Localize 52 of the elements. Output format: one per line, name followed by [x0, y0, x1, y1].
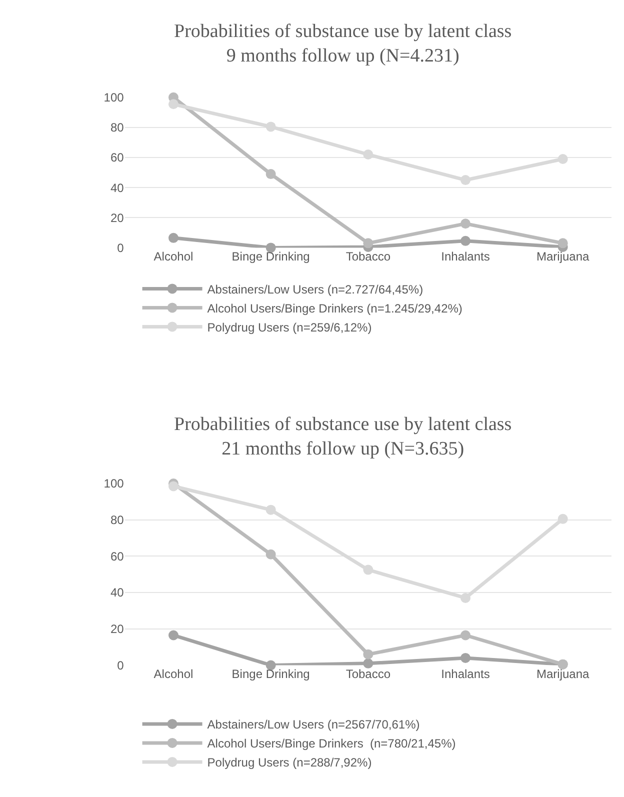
- x-tick-label: Marijuana: [536, 667, 590, 682]
- point: [266, 504, 276, 515]
- x-tick-label: Inhalants: [441, 250, 490, 264]
- y-tick-label: 40: [110, 586, 124, 600]
- legend-label: Polydrug Users (n=288/7,92%): [207, 756, 372, 770]
- y-tick-label: 0: [117, 658, 124, 672]
- y-tick-label: 80: [110, 120, 124, 135]
- x-tick-label: Binge Drinking: [232, 250, 310, 264]
- point: [266, 549, 276, 560]
- point: [460, 592, 470, 603]
- point: [266, 169, 276, 180]
- y-tick-label: 20: [110, 622, 124, 636]
- x-tick-label: Tobacco: [346, 667, 391, 682]
- point: [168, 99, 178, 110]
- y-tick-label: 80: [110, 513, 124, 528]
- y-tick-label: 60: [110, 549, 124, 564]
- point: [168, 481, 178, 492]
- point: [460, 218, 470, 229]
- point: [363, 150, 374, 160]
- point: [460, 236, 470, 246]
- point: [558, 238, 568, 248]
- y-tick-label: 100: [104, 90, 124, 105]
- legend-label: Abstainers/Low Users (n=2.727/64,45%): [207, 282, 424, 296]
- point: [168, 630, 178, 640]
- legend-label: Alcohol Users/Binge Drinkers (n=1.245/29,42%): [207, 301, 462, 316]
- x-tick-label: Marijuana: [536, 250, 590, 264]
- legend-label: Polydrug Users (n=259/6,12%): [207, 320, 372, 334]
- y-tick-label: 100: [104, 476, 124, 491]
- point: [363, 564, 374, 575]
- x-tick-label: Binge Drinking: [232, 667, 310, 682]
- chart-title: Probabilities of substance use by latent class 21 months follow up (N=3.635): [174, 414, 512, 460]
- x-tick-label: Inhalants: [441, 667, 490, 682]
- legend-label: Abstainers/Low Users (n=2567/70,61%): [207, 718, 420, 732]
- point: [460, 630, 470, 640]
- point: [168, 232, 178, 243]
- point: [363, 658, 374, 668]
- x-tick-label: Alcohol: [154, 250, 194, 264]
- point: [460, 652, 470, 663]
- y-tick-label: 60: [110, 150, 124, 165]
- y-tick-label: 20: [110, 210, 124, 225]
- point: [363, 649, 374, 660]
- x-tick-label: Alcohol: [154, 667, 194, 682]
- y-tick-label: 40: [110, 180, 124, 195]
- y-tick-label: 0: [117, 240, 124, 255]
- legend-label: Alcohol Users/Binge Drinkers (n=780/21,45%): [207, 736, 456, 751]
- point: [558, 154, 568, 164]
- point: [363, 238, 374, 248]
- chart-title: Probabilities of substance use by latent class 9 months follow up (N=4.231): [174, 21, 512, 67]
- point: [558, 514, 568, 524]
- point: [460, 175, 470, 186]
- point: [266, 122, 276, 132]
- x-tick-label: Tobacco: [346, 250, 391, 264]
